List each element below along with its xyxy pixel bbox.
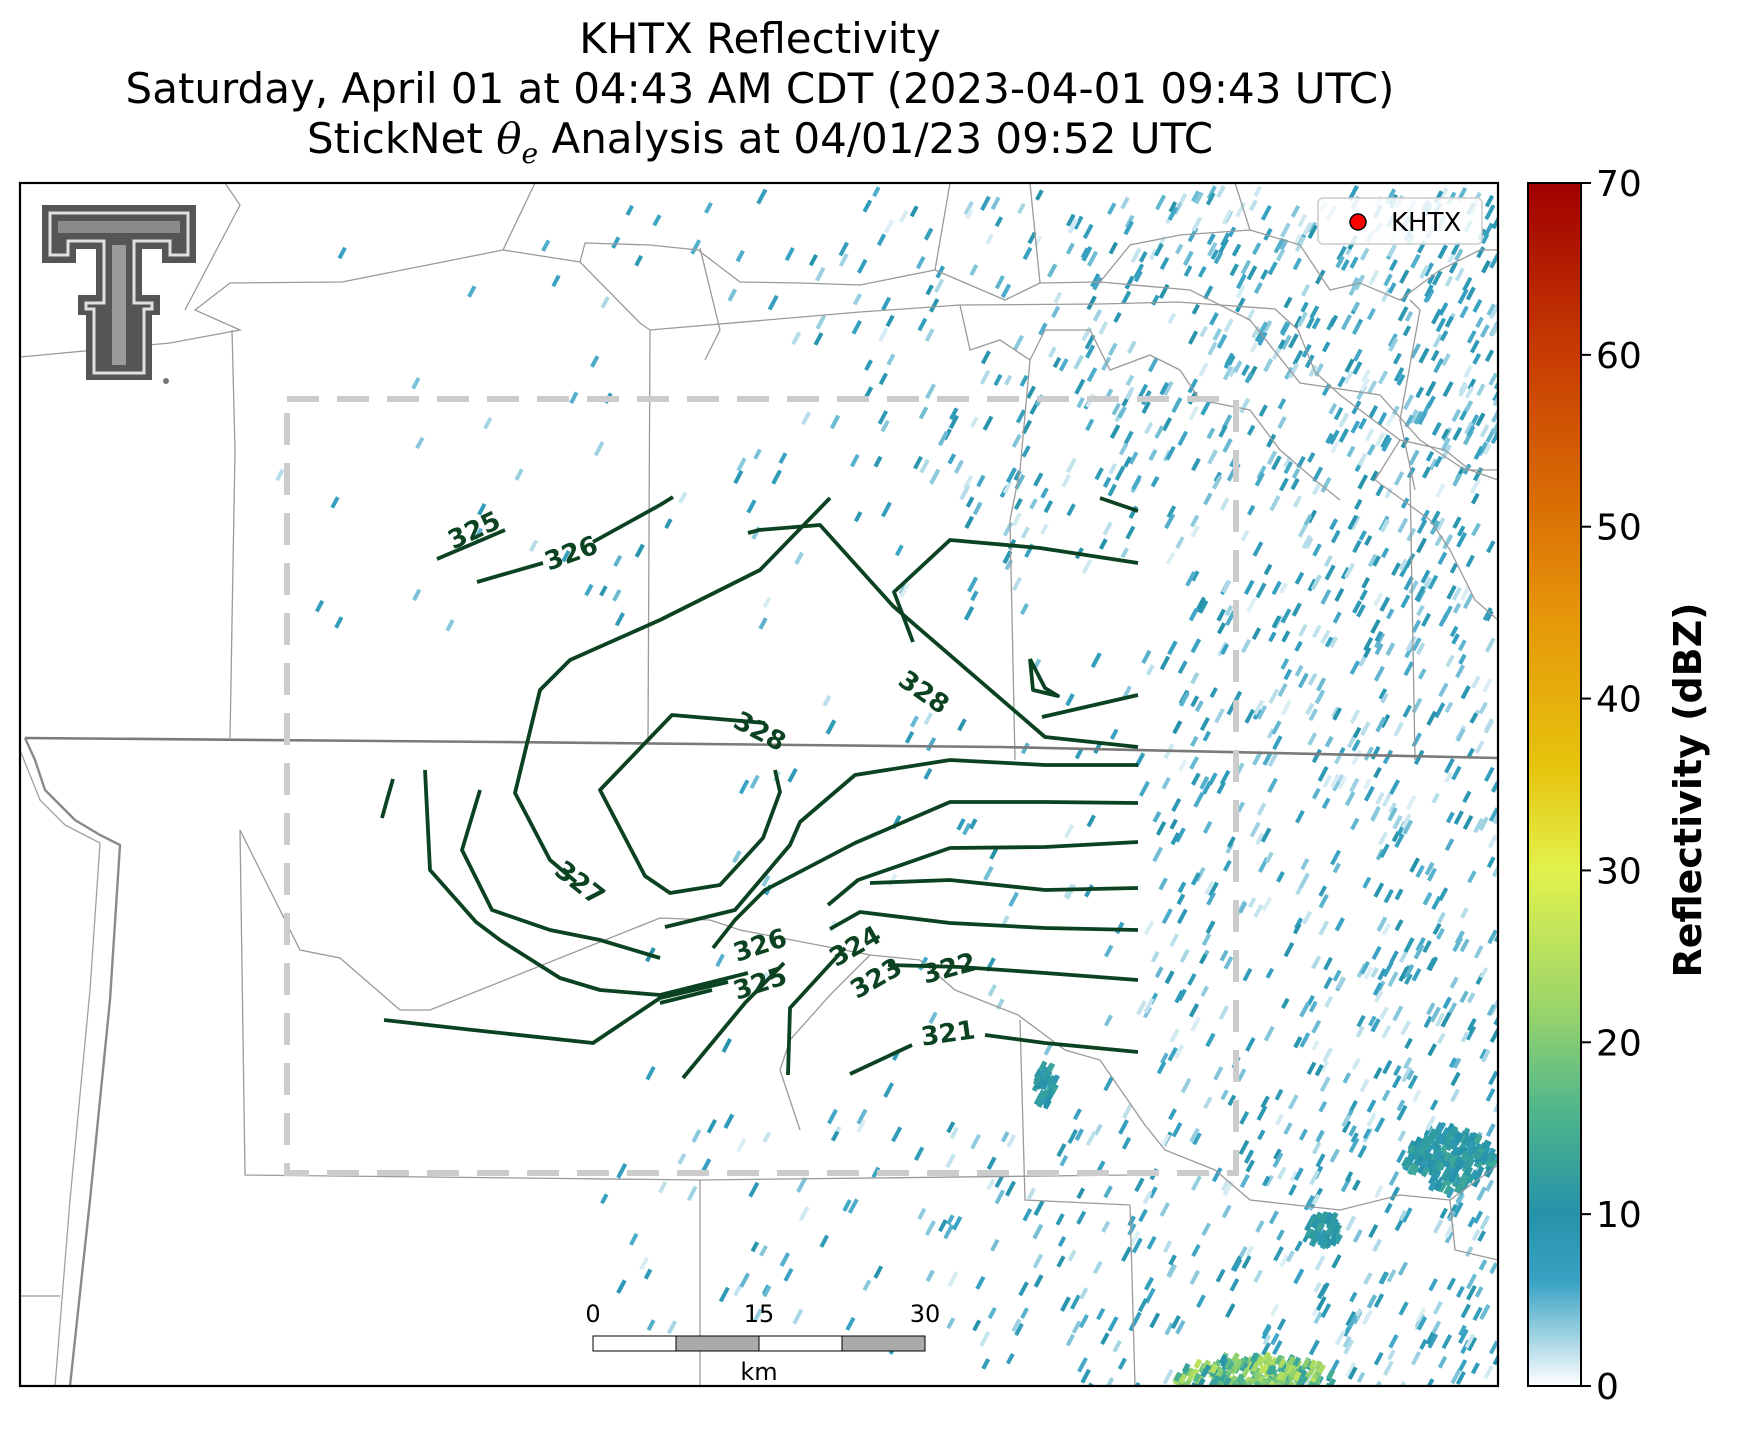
khtx-marker-icon [1349,213,1367,231]
scale-unit-label: km [740,1358,777,1386]
colorbar-tick-label: 30 [1596,851,1642,892]
colorbar-tick-label: 20 [1596,1023,1642,1064]
scale-bar: 0 15 30 km [585,1300,940,1386]
colorbar-tick-label: 50 [1596,508,1642,549]
colorbar-tick-label: 70 [1596,164,1642,205]
theta-e-contours [380,495,1139,1080]
legend: KHTX [1317,197,1483,245]
colorbar-tick-label: 10 [1596,1195,1642,1236]
texas-tech-logo [42,205,196,384]
colorbar-tick-label: 40 [1596,680,1642,721]
scale-tick-label: 30 [910,1300,941,1328]
legend-label: KHTX [1391,208,1461,238]
map-title: KHTX Reflectivity [579,14,941,63]
colorbar-label: Reflectivity (dBZ) [1666,602,1710,978]
analysis-domain-box [284,396,1239,1176]
map-subtitle-time: Saturday, April 01 at 04:43 AM CDT (2023… [125,64,1395,113]
scale-tick-label: 0 [585,1300,600,1328]
reflectivity-echoes [275,185,1498,1386]
colorbar-ramp [1528,183,1581,1386]
contour-label: 321 [919,1015,977,1052]
colorbar-ticks: 0 10 20 30 40 50 60 70 [1581,164,1642,1408]
colorbar-tick-label: 60 [1596,336,1642,377]
map-subtitle-analysis: StickNet θe Analysis at 04/01/23 09:52 U… [306,114,1214,170]
map-frame [18,181,1500,1388]
colorbar: 0 10 20 30 40 50 60 70 [1527,164,1642,1408]
colorbar-tick-label: 0 [1596,1367,1619,1408]
map-panel [20,183,1498,1386]
state-border [20,736,1498,1386]
county-boundaries [20,183,1498,1386]
scale-tick-label: 15 [744,1300,775,1328]
